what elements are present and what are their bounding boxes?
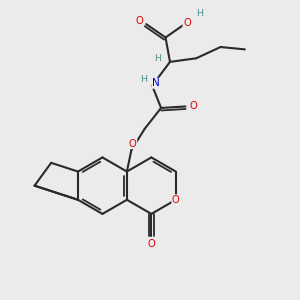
Text: H: H [196,9,203,18]
Text: O: O [148,238,155,249]
Text: O: O [183,18,191,28]
Text: O: O [136,16,144,26]
Text: O: O [129,139,137,148]
Text: H: H [140,75,147,84]
Text: N: N [152,78,160,88]
Text: H: H [154,54,161,63]
Text: O: O [189,101,197,112]
Text: O: O [172,195,180,205]
